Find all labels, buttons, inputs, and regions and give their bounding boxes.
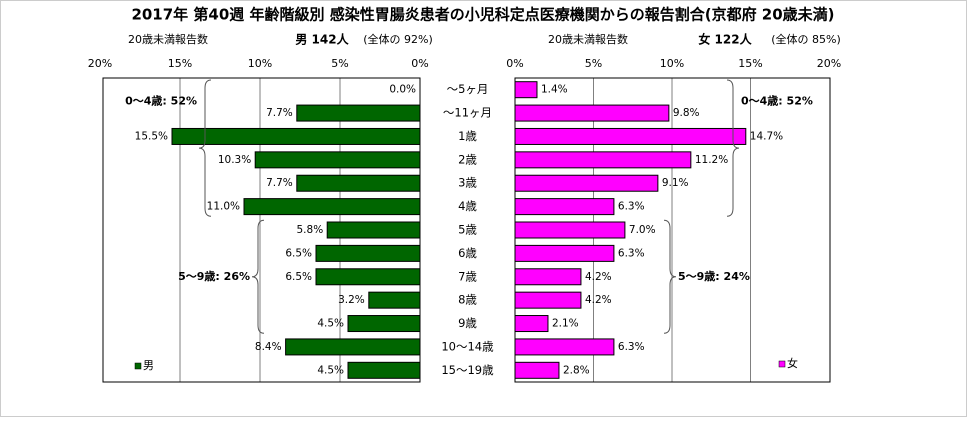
female-bar [514,244,615,262]
female-value-label: 14.7% [750,130,783,142]
female-bar [514,198,615,216]
male-value-label: 10.3% [218,154,251,166]
female-value-label: 11.2% [695,154,728,166]
right-x-tick-label: 15% [738,57,762,70]
female-group-label: 5～9歳: 24% [678,269,750,283]
female-bar [514,338,615,356]
male-bar [296,104,421,122]
male-value-label: 6.5% [285,271,312,283]
left-x-tick-label: 10% [248,57,272,70]
age-category-label: ～5ヶ月 [447,82,489,96]
female-value-label: 6.3% [618,247,645,259]
age-category-label: 6歳 [458,246,477,260]
male-group-brace [251,219,265,334]
right-x-tick-label: 0% [506,57,523,70]
age-category-label: 10～14歳 [441,339,494,353]
female-bar [514,268,582,286]
female-bar [514,291,582,309]
female-bar [514,127,747,145]
male-value-label: 4.5% [317,364,344,376]
male-value-label: 7.7% [266,107,293,119]
female-bar [514,174,659,192]
male-value-label: 11.0% [207,201,240,213]
female-legend-label: 女 [787,356,798,370]
female-bar [514,361,560,379]
male-header-share: (全体の 92%) [363,32,433,46]
male-bar [243,198,421,216]
female-bar [514,81,538,99]
male-value-label: 15.5% [135,130,168,142]
female-header-share: (全体の 85%) [771,32,841,46]
age-category-label: 3歳 [458,176,477,190]
female-value-label: 7.0% [629,224,656,236]
female-value-label: 4.2% [585,271,612,283]
female-group-label: 0～4歳: 52% [741,93,813,107]
female-legend-swatch [778,360,786,368]
right-x-tick-label: 20% [817,57,841,70]
female-header-label: 20歳未満報告数 [548,33,628,46]
female-value-label: 6.3% [618,201,645,213]
left-x-tick-label: 20% [88,57,112,70]
age-category-label: 9歳 [458,316,477,330]
age-category-label: 5歳 [458,223,477,237]
female-bar [514,104,670,122]
female-bar [514,151,692,169]
male-group-brace [198,79,212,217]
male-value-label: 7.7% [266,177,293,189]
age-category-label: ～11ヶ月 [443,106,492,120]
male-value-label: 6.5% [285,247,312,259]
age-category-label: 2歳 [458,152,477,166]
chart-title: 2017年 第40週 年齢階級別 感染性胃腸炎患者の小児科定点医療機関からの報告… [131,6,834,24]
male-group-label: 0～4歳: 52% [125,93,197,107]
male-value-label: 5.8% [297,224,324,236]
male-bar [315,244,421,262]
female-group-brace [663,219,677,334]
female-value-label: 9.8% [673,107,700,119]
male-header-label: 20歳未満報告数 [128,33,208,46]
male-header-count: 男 142人 [295,32,349,47]
male-bar [315,268,421,286]
left-x-tick-label: 5% [331,57,348,70]
female-group-brace [726,79,740,217]
right-x-tick-label: 5% [585,57,602,70]
age-category-label: 15～19歳 [441,363,494,377]
male-bar [347,315,421,333]
male-value-label: 4.5% [317,318,344,330]
female-bar [514,221,626,239]
left-x-tick-label: 0% [411,57,428,70]
age-category-label: 7歳 [458,269,477,283]
age-category-label: 8歳 [458,293,477,307]
male-bar [326,221,421,239]
female-header-count: 女 122人 [698,32,752,47]
male-group-label: 5～9歳: 26% [178,269,250,283]
female-value-label: 6.3% [618,341,645,353]
male-bar [347,361,421,379]
male-value-label: 3.2% [338,294,365,306]
male-value-label: 0.0% [389,84,416,96]
female-value-label: 2.8% [563,364,590,376]
male-bar [296,174,421,192]
right-x-tick-label: 10% [660,57,684,70]
female-value-label: 2.1% [552,318,579,330]
male-bar [171,127,421,145]
male-legend-swatch [134,362,142,370]
age-category-label: 1歳 [458,129,477,143]
male-bar [285,338,421,356]
age-category-label: 4歳 [458,199,477,213]
male-bar [254,151,421,169]
male-bar [368,291,421,309]
female-bar [514,315,549,333]
female-value-label: 9.1% [662,177,689,189]
male-legend-label: 男 [143,359,154,372]
female-value-label: 1.4% [541,84,568,96]
male-value-label: 8.4% [255,341,282,353]
female-value-label: 4.2% [585,294,612,306]
left-x-tick-label: 15% [168,57,192,70]
